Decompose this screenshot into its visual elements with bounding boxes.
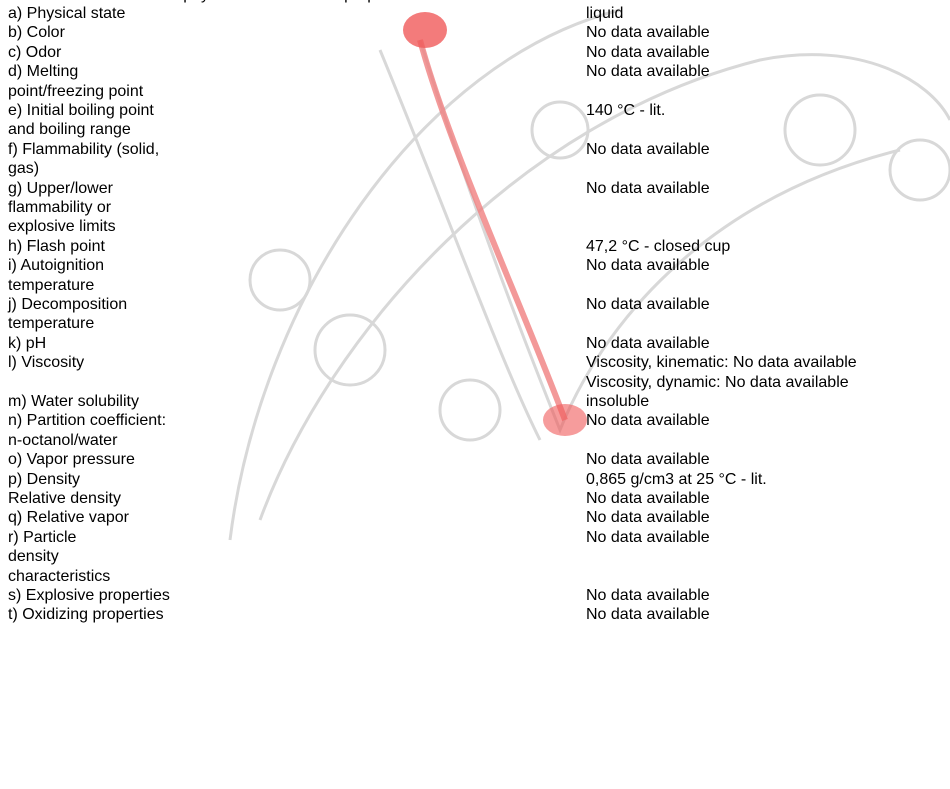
property-label: g) Upper/lower [8,179,113,197]
property-label: i) Autoignition [8,257,105,275]
section-heading: 9.1 Information on basic physical and ch… [8,0,415,4]
property-value: Viscosity, dynamic: No data available [586,373,849,391]
property-label: c) Odor [8,43,62,61]
property-value: No data available [586,43,710,61]
property-value: No data available [586,257,710,275]
property-label: n) Partition coefficient: [8,412,167,430]
property-value: liquid [586,5,624,22]
property-label: l) Viscosity [8,354,85,372]
property-label: o) Vapor pressure [8,451,135,469]
property-value: 140 °C - lit. [586,102,666,119]
property-label: characteristics [8,567,111,585]
property-label: n-octanol/water [8,431,118,449]
property-label: point/freezing point [8,82,144,100]
property-value: No data available [586,509,710,527]
property-value: No data available [586,528,710,546]
property-value: 47,2 °C - closed cup [586,237,731,255]
property-label: f) Flammability (solid, [8,140,160,158]
property-value: insoluble [586,393,650,410]
property-value: No data available [586,412,710,430]
property-label: gas) [8,160,40,178]
property-label: density [8,548,59,566]
property-label: e) Initial boiling point [8,102,154,119]
property-value: No data available [586,140,710,158]
property-value: No data available [586,451,710,469]
property-label: temperature [8,276,95,294]
property-label: p) Density [8,470,81,488]
property-value: No data available [586,24,710,42]
property-label: explosive limits [8,218,116,236]
property-value: No data available [586,606,710,624]
property-label: k) pH [8,334,47,352]
property-label: r) Particle [8,528,77,546]
property-value: 0,865 g/cm3 at 25 °C - lit. [586,470,767,488]
property-value: No data available [586,334,710,352]
property-label: m) Water solubility [8,393,139,410]
property-value: No data available [586,490,710,507]
property-value: No data available [586,63,710,81]
property-label: and boiling range [8,121,131,139]
property-label: temperature [8,315,95,333]
property-label: b) Color [8,24,65,42]
property-label: Relative density [8,490,121,507]
property-label: d) Melting [8,63,79,81]
property-label: q) Relative vapor [8,509,129,527]
property-value: No data available [586,179,710,197]
property-label: t) Oxidizing properties [8,606,164,624]
property-label: j) Decomposition [8,296,128,313]
property-label: a) Physical state [8,5,126,22]
property-value: Viscosity, kinematic: No data available [586,354,857,372]
property-value: No data available [586,587,710,604]
property-label: flammability or [8,199,112,216]
property-value: No data available [586,296,710,313]
property-label: s) Explosive properties [8,587,170,604]
property-label: h) Flash point [8,237,105,255]
